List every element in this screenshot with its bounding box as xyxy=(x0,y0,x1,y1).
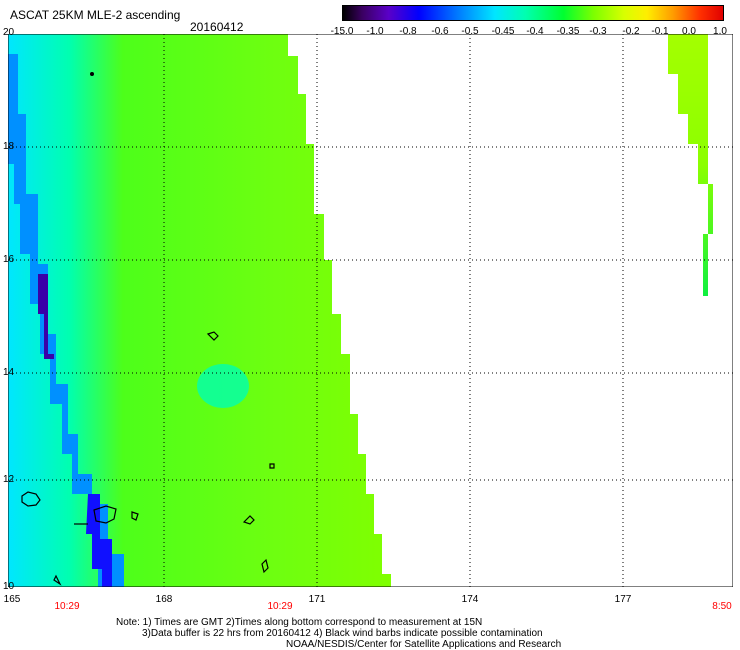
right-swath xyxy=(668,34,713,296)
map-date: 20160412 xyxy=(190,20,244,34)
footer-note-line2: 3)Data buffer is 22 hrs from 20160412 4)… xyxy=(142,628,543,639)
footer-note-line1: Note: 1) Times are GMT 2)Times along bot… xyxy=(116,617,483,628)
scale-label: 0.0 xyxy=(682,26,696,37)
lat-tick: 10 xyxy=(3,581,15,592)
map-title: ASCAT 25KM MLE-2 ascending xyxy=(10,8,181,22)
footer-credit: NOAA/NESDIS/Center for Satellite Applica… xyxy=(286,639,562,650)
data-swath xyxy=(8,34,391,587)
violet-patch xyxy=(38,274,54,359)
scale-label: -0.35 xyxy=(556,26,580,37)
lon-tick: 168 xyxy=(155,594,173,605)
scale-label: -1.0 xyxy=(366,26,384,37)
lon-tick: 171 xyxy=(308,594,326,605)
color-scale-labels: -15.0 -1.0 -0.8 -0.6 -0.5 -0.45 -0.4 -0.… xyxy=(330,26,735,38)
island-outlines xyxy=(21,331,275,586)
scale-label: -0.3 xyxy=(589,26,607,37)
scale-label: -0.4 xyxy=(526,26,544,37)
lat-tick: 16 xyxy=(3,254,15,265)
scale-label: -0.6 xyxy=(431,26,449,37)
scale-label: -15.0 xyxy=(330,26,354,37)
lat-tick: 18 xyxy=(3,141,15,152)
lat-tick: 12 xyxy=(3,474,15,485)
pass-time: 8:50 xyxy=(712,601,732,612)
lon-tick: 174 xyxy=(461,594,479,605)
color-scale-bar xyxy=(342,5,724,21)
grid-lines xyxy=(8,34,733,587)
scale-label: -0.1 xyxy=(651,26,669,37)
map-plot-area xyxy=(8,34,733,587)
pass-time: 10:29 xyxy=(267,601,293,612)
lat-tick: 14 xyxy=(3,367,15,378)
lat-tick: 20 xyxy=(3,27,15,38)
scale-label: -0.5 xyxy=(461,26,479,37)
lon-tick: 165 xyxy=(3,594,21,605)
scale-label: -0.2 xyxy=(622,26,640,37)
lon-tick: 177 xyxy=(614,594,632,605)
deep-blue-patch xyxy=(86,494,112,587)
scale-label: -0.8 xyxy=(399,26,417,37)
scale-label: -0.45 xyxy=(491,26,515,37)
pass-time: 10:29 xyxy=(54,601,80,612)
scale-label: 1.0 xyxy=(713,26,727,37)
